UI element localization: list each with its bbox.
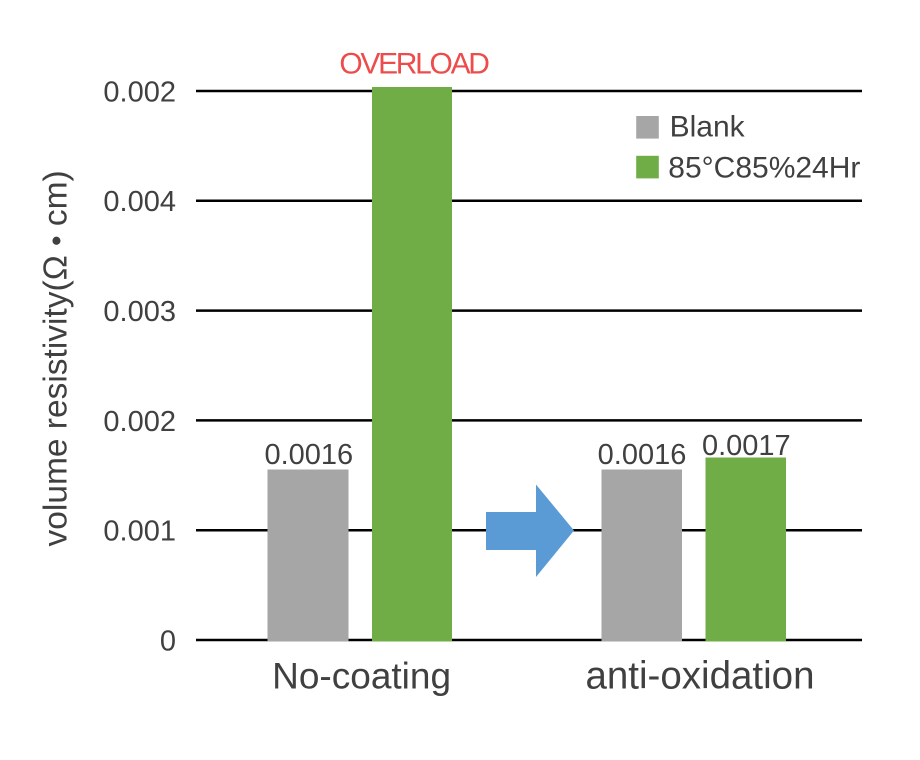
svg-text:0.0017: 0.0017 xyxy=(702,430,791,462)
svg-text:anti-oxidation: anti-oxidation xyxy=(585,655,814,698)
svg-text:85°C85%24Hr: 85°C85%24Hr xyxy=(668,152,860,185)
svg-text:OVERLOAD: OVERLOAD xyxy=(339,48,489,81)
svg-text:volume resistivity(Ω • cm): volume resistivity(Ω • cm) xyxy=(38,170,75,546)
svg-text:No-coating: No-coating xyxy=(272,656,451,697)
svg-text:0.004: 0.004 xyxy=(103,186,176,218)
svg-text:0.0016: 0.0016 xyxy=(598,439,687,471)
svg-text:0: 0 xyxy=(160,625,176,657)
svg-text:0.003: 0.003 xyxy=(103,296,176,328)
svg-text:0.002: 0.002 xyxy=(103,76,176,108)
svg-text:0.0016: 0.0016 xyxy=(264,439,353,471)
svg-text:0.002: 0.002 xyxy=(103,406,176,438)
svg-text:Blank: Blank xyxy=(670,111,746,144)
svg-text:0.001: 0.001 xyxy=(103,516,176,548)
